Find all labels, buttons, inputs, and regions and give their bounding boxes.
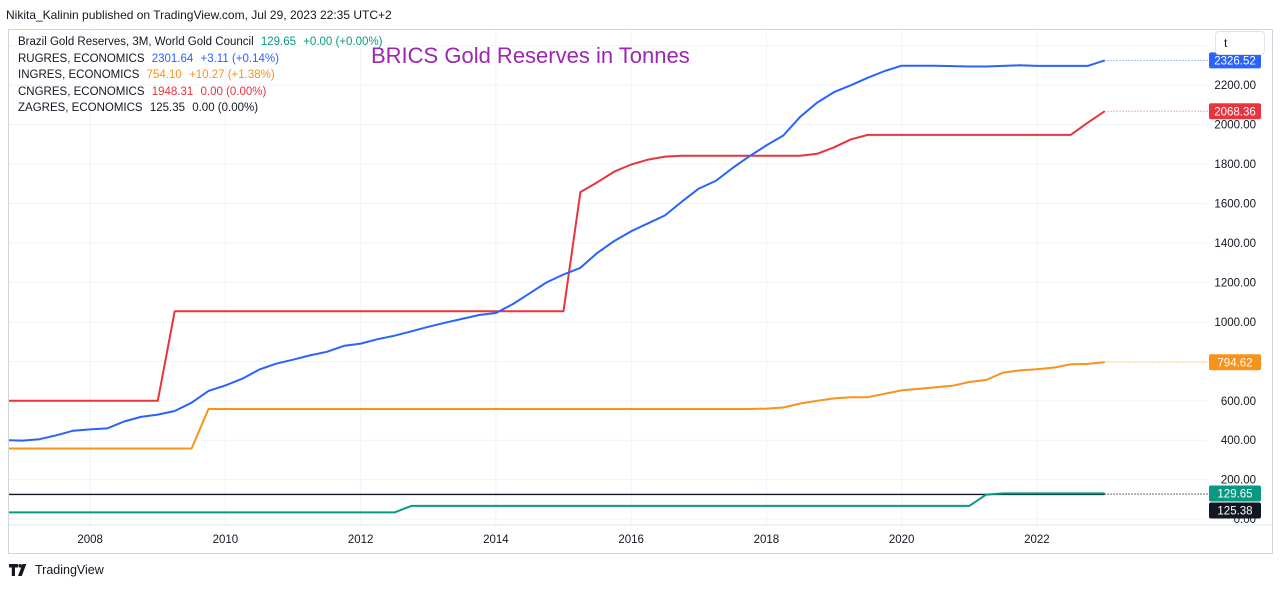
y-tick-label: 1800.00	[1214, 159, 1256, 171]
y-gridlines	[9, 45, 1206, 520]
last-value-text: 2326.52	[1214, 55, 1256, 67]
legend-series-change: 0.00 (0.00%)	[200, 85, 267, 98]
legend-series-name: Brazil Gold Reserves, 3M, World Gold Cou…	[18, 36, 254, 48]
chart-title: BRICS Gold Reserves in Tonnes	[371, 43, 690, 68]
y-tick-label: 200.00	[1221, 475, 1256, 487]
last-value-text: 125.38	[1217, 505, 1252, 517]
legend-series-value: 1948.31	[151, 85, 194, 98]
series-layer	[8, 59, 1208, 514]
last-value-tag	[1209, 354, 1261, 371]
y-tick-label: 1000.00	[1214, 317, 1256, 329]
legend-series-change: +0.00 (+0.00%)	[303, 36, 383, 48]
x-tick-label: 2020	[889, 534, 915, 546]
legend-row-rugres[interactable]: RUGRES, ECONOMICS 2301.64 +3.11 (+0.14%)	[18, 51, 383, 68]
last-value-tag	[1209, 103, 1261, 120]
x-tick-label: 2012	[348, 534, 374, 546]
y-tick-label: 2200.00	[1214, 80, 1256, 92]
footer-brand: TradingView	[35, 563, 104, 577]
last-value-text: 129.65	[1217, 488, 1252, 500]
series-line	[8, 59, 1105, 442]
series-legend: Brazil Gold Reserves, 3M, World Gold Cou…	[18, 34, 383, 117]
last-value-tag	[1209, 485, 1261, 502]
legend-row-ingres[interactable]: INGRES, ECONOMICS 754.10 +10.27 (+1.38%)	[18, 67, 383, 84]
y-tick-label: 1400.00	[1214, 238, 1256, 250]
tradingview-logo-icon	[9, 564, 27, 576]
y-tick-label: 1200.00	[1214, 277, 1256, 289]
y-tick-label: 1600.00	[1214, 199, 1256, 211]
x-tick-label: 2010	[213, 534, 239, 546]
last-value-tag	[1209, 52, 1261, 69]
x-tick-label: 2014	[483, 534, 509, 546]
legend-series-value: 754.10	[146, 69, 182, 81]
x-tick-label: 2022	[1024, 534, 1050, 546]
y-tick-label: 400.00	[1221, 435, 1256, 447]
series-line	[9, 110, 1106, 402]
legend-series-name: CNGRES, ECONOMICS	[18, 85, 145, 98]
series-line	[9, 492, 1105, 514]
last-value-text: 794.62	[1217, 357, 1252, 369]
unit-button[interactable]: t	[1215, 31, 1265, 55]
legend-series-value: 129.65	[260, 36, 297, 48]
legend-series-change: +3.11 (+0.14%)	[200, 52, 279, 65]
legend-row-cngres[interactable]: CNGRES, ECONOMICS 1948.31 0.00 (0.00%)	[18, 84, 383, 101]
last-value-text: 2068.36	[1214, 106, 1256, 118]
legend-series-change: 0.00 (0.00%)	[192, 102, 259, 114]
x-tick-label: 2008	[77, 534, 103, 546]
legend-series-name: INGRES, ECONOMICS	[18, 69, 140, 81]
last-value-tag	[1209, 502, 1261, 519]
publish-header: Nikita_Kalinin published on TradingView.…	[6, 8, 392, 22]
x-tick-label: 2016	[618, 534, 644, 546]
legend-row-brazil[interactable]: Brazil Gold Reserves, 3M, World Gold Cou…	[18, 34, 383, 51]
legend-series-name: RUGRES, ECONOMICS	[18, 52, 145, 65]
x-axis: 2008 2010 2012 2014 2016 2018 2020 2022	[9, 524, 1272, 546]
tradingview-footer[interactable]: TradingView	[9, 563, 104, 577]
legend-row-zagres[interactable]: ZAGRES, ECONOMICS 125.35 0.00 (0.00%)	[18, 100, 383, 117]
x-tick-label: 2018	[754, 534, 780, 546]
legend-series-change: +10.27 (+1.38%)	[189, 69, 275, 81]
series-line	[9, 361, 1105, 450]
y-tick-label: 2000.00	[1214, 120, 1256, 132]
y-tick-label: 600.00	[1221, 396, 1256, 408]
legend-series-name: ZAGRES, ECONOMICS	[18, 102, 143, 114]
x-gridlines	[89, 30, 1038, 525]
legend-series-value: 125.35	[149, 102, 185, 114]
legend-series-value: 2301.64	[151, 52, 194, 65]
last-value-labels: 2326.52 2068.36 794.62 129.65 125.38	[1209, 52, 1261, 519]
chart-frame	[8, 29, 1273, 554]
